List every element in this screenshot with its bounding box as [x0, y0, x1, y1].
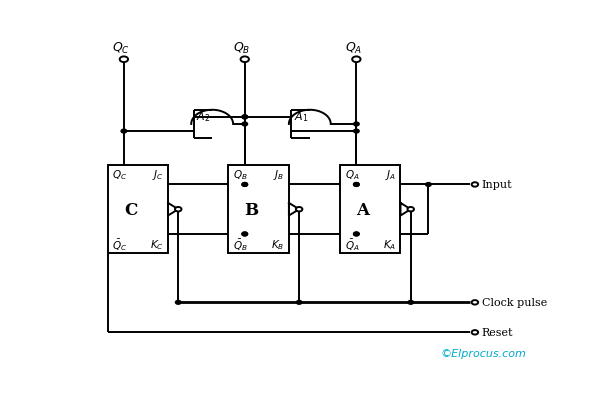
- Circle shape: [472, 300, 478, 305]
- Text: $K_C$: $K_C$: [149, 238, 163, 251]
- Circle shape: [175, 207, 181, 212]
- Text: $\bar{Q}_B$: $\bar{Q}_B$: [233, 236, 248, 252]
- Circle shape: [242, 116, 248, 119]
- Circle shape: [352, 57, 361, 63]
- Circle shape: [296, 301, 302, 304]
- Text: $Q_C$: $Q_C$: [112, 168, 127, 182]
- Circle shape: [407, 207, 414, 212]
- Circle shape: [353, 123, 359, 126]
- Text: $J_B$: $J_B$: [273, 168, 284, 182]
- Text: $Q_A$: $Q_A$: [345, 40, 362, 55]
- Text: ©Elprocus.com: ©Elprocus.com: [440, 348, 526, 358]
- Text: $A_2$: $A_2$: [196, 110, 210, 124]
- Circle shape: [408, 301, 413, 304]
- Circle shape: [472, 183, 478, 187]
- Text: Clock pulse: Clock pulse: [482, 298, 547, 308]
- Circle shape: [353, 232, 359, 236]
- Circle shape: [121, 130, 127, 134]
- Text: $Q_B$: $Q_B$: [233, 40, 250, 55]
- Text: Input: Input: [482, 180, 512, 190]
- Text: C: C: [124, 201, 137, 218]
- Circle shape: [175, 301, 181, 304]
- Text: $A_1$: $A_1$: [293, 110, 308, 124]
- Text: $\bar{Q}_C$: $\bar{Q}_C$: [112, 236, 128, 252]
- Circle shape: [353, 183, 359, 187]
- Circle shape: [353, 183, 359, 187]
- Circle shape: [296, 207, 302, 212]
- Text: A: A: [356, 201, 370, 218]
- Circle shape: [242, 232, 248, 236]
- Bar: [340, 166, 401, 254]
- Circle shape: [241, 57, 249, 63]
- Circle shape: [242, 123, 248, 126]
- Text: $K_A$: $K_A$: [383, 238, 396, 251]
- Circle shape: [242, 183, 248, 187]
- Bar: [107, 166, 168, 254]
- Text: $K_B$: $K_B$: [271, 238, 284, 251]
- Circle shape: [425, 183, 431, 187]
- Circle shape: [242, 232, 248, 236]
- Circle shape: [353, 232, 359, 236]
- Text: $J_C$: $J_C$: [152, 168, 163, 182]
- Circle shape: [353, 130, 359, 134]
- Text: $J_A$: $J_A$: [385, 168, 396, 182]
- Text: B: B: [244, 201, 259, 218]
- Text: $Q_C$: $Q_C$: [112, 40, 130, 55]
- Text: $Q_B$: $Q_B$: [233, 168, 248, 182]
- Circle shape: [119, 57, 128, 63]
- Text: Reset: Reset: [482, 328, 514, 337]
- Circle shape: [242, 116, 248, 119]
- Text: $\bar{Q}_A$: $\bar{Q}_A$: [344, 236, 359, 252]
- Circle shape: [242, 183, 248, 187]
- Text: $Q_A$: $Q_A$: [344, 168, 359, 182]
- Circle shape: [472, 330, 478, 335]
- Bar: [229, 166, 289, 254]
